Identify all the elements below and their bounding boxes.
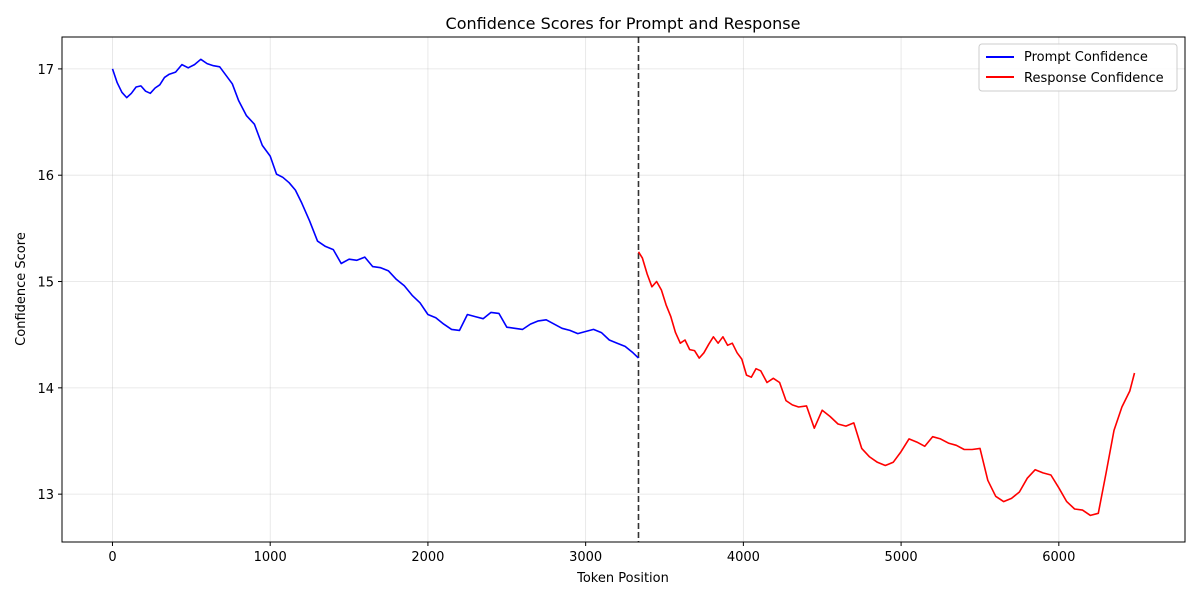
x-tick-label: 4000 — [727, 550, 760, 565]
y-tick-label: 17 — [37, 63, 54, 78]
x-tick-label: 0 — [108, 550, 116, 565]
legend-label-response: Response Confidence — [1024, 71, 1164, 86]
x-tick-label: 6000 — [1042, 550, 1075, 565]
y-axis-ticks: 13 14 15 16 17 — [37, 63, 62, 503]
grid-lines — [62, 37, 1185, 542]
x-tick-label: 2000 — [411, 550, 444, 565]
y-tick-label: 15 — [37, 276, 54, 291]
legend-label-prompt: Prompt Confidence — [1024, 50, 1148, 65]
y-axis-label: Confidence Score — [14, 232, 29, 346]
x-axis-ticks: 0 1000 2000 3000 4000 5000 6000 — [108, 542, 1075, 565]
chart-title: Confidence Scores for Prompt and Respons… — [446, 14, 801, 33]
legend-box — [978, 43, 1178, 92]
y-tick-label: 14 — [37, 382, 54, 397]
x-tick-label: 5000 — [885, 550, 918, 565]
x-tick-label: 3000 — [569, 550, 602, 565]
legend: Prompt Confidence Response Confidence — [978, 43, 1178, 92]
plot-frame — [61, 36, 1186, 543]
series-line-response — [637, 251, 1136, 517]
x-axis-label: Token Position — [576, 571, 669, 586]
y-tick-label: 13 — [37, 488, 54, 503]
series-line-prompt — [111, 58, 640, 359]
series-layer — [111, 58, 1136, 517]
x-tick-label: 1000 — [254, 550, 287, 565]
y-tick-label: 16 — [37, 169, 54, 184]
